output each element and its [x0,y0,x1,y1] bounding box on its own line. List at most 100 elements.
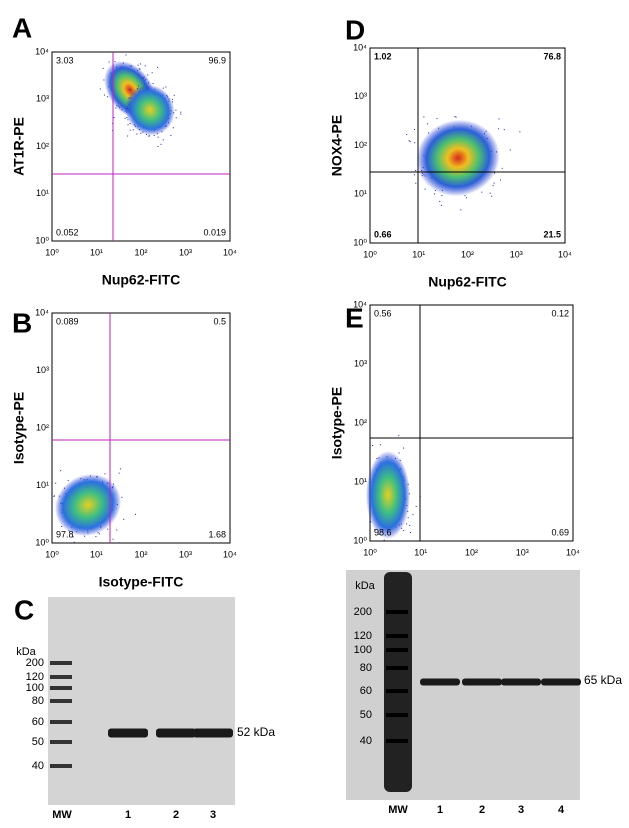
event-dot [140,132,142,134]
event-dot [148,134,150,136]
event-dot [134,513,136,515]
mw-marker: 50 [360,709,372,721]
y-tick-label: 10⁰ [353,237,367,247]
event-dot [116,529,118,531]
ladder-band [386,666,408,670]
ladder-band [386,689,408,693]
event-dot [112,538,114,540]
y-tick-label: 10¹ [354,189,367,199]
density-cloud [125,84,175,136]
quadrant-value: 98.6 [374,527,392,537]
event-dot [406,134,408,136]
event-dot [172,98,174,100]
protein-band [108,728,148,738]
event-dot [413,174,415,176]
event-dot [501,167,503,169]
event-dot [455,116,457,118]
x-tick-label: 10¹ [412,249,425,259]
event-dot [409,532,411,534]
mw-marker: 60 [360,685,372,697]
event-dot [434,193,436,195]
y-tick-label: 10³ [36,94,49,104]
mw-marker: 120 [26,671,44,683]
event-dot [427,123,429,125]
event-dot [99,88,101,90]
y-tick-label: 10² [354,417,367,427]
event-dot [127,124,129,126]
event-dot [491,195,493,197]
event-dot [180,113,182,115]
y-tick-label: 10¹ [354,476,367,486]
y-tick-label: 10⁴ [353,299,367,309]
x-tick-label: 10⁴ [558,249,572,259]
x-axis-label: Isotype-FITC [99,574,184,590]
event-dot [403,530,405,532]
event-dot [107,528,109,530]
event-dot [173,94,175,96]
event-dot [129,122,131,124]
event-dot [519,131,521,133]
event-dot [72,536,74,538]
mw-marker: 50 [32,736,44,748]
event-dot [175,117,177,119]
event-dot [436,118,438,120]
mw-marker: 200 [354,606,372,618]
quadrant-value: 76.8 [543,51,561,61]
event-dot [136,133,138,135]
protein-band [541,678,581,686]
event-dot [53,495,55,497]
event-dot [440,204,442,206]
mw-marker: 100 [354,644,372,656]
x-tick-label: 10⁴ [223,247,237,257]
quadrant-value: 97.8 [56,529,74,539]
event-dot [499,179,501,181]
quadrant-value: 1.68 [208,529,226,539]
event-dot [395,540,397,542]
event-dot [412,514,414,516]
event-dot [406,523,408,525]
mw-marker: 120 [354,630,372,642]
unit-label: kDa [355,580,375,592]
event-dot [132,129,134,131]
event-dot [147,74,149,76]
lane-label: 2 [173,809,179,821]
panel-letter: D [345,14,365,45]
mw-marker: 200 [26,657,44,669]
x-tick-label: 10³ [179,549,192,559]
event-dot [414,142,416,144]
x-tick-label: 10² [461,249,474,259]
protein-band [156,728,196,738]
ladder-band [50,675,72,679]
x-tick-label: 10⁴ [223,549,237,559]
event-dot [372,444,374,446]
density-cloud [416,119,500,197]
x-tick-label: 10⁰ [363,547,377,557]
y-tick-label: 10⁴ [35,307,49,317]
quadrant-value: 0.66 [374,229,392,239]
mw-marker: 100 [26,682,44,694]
unit-label: kDa [16,646,36,658]
event-dot [407,517,409,519]
y-axis-label: Isotype-PE [329,387,345,459]
x-tick-label: 10² [134,549,147,559]
mw-marker: 80 [32,695,44,707]
ladder-band [386,739,408,743]
event-dot [127,135,129,137]
lane-label: 3 [518,804,524,816]
y-axis-label: AT1R-PE [11,117,27,176]
band-label: 65 kDa [584,673,622,687]
event-dot [157,66,159,68]
mw-marker: 40 [360,735,372,747]
x-tick-label: 10¹ [90,247,103,257]
event-dot [165,86,167,88]
event-dot [67,479,69,481]
event-dot [148,82,150,84]
y-tick-label: 10² [36,141,49,151]
x-tick-label: 10³ [510,249,523,259]
event-dot [454,116,456,118]
event-dot [398,434,400,436]
panel-letter: C [14,594,34,625]
event-dot [125,54,127,56]
x-axis-label: Nup62-FITC [102,272,181,288]
